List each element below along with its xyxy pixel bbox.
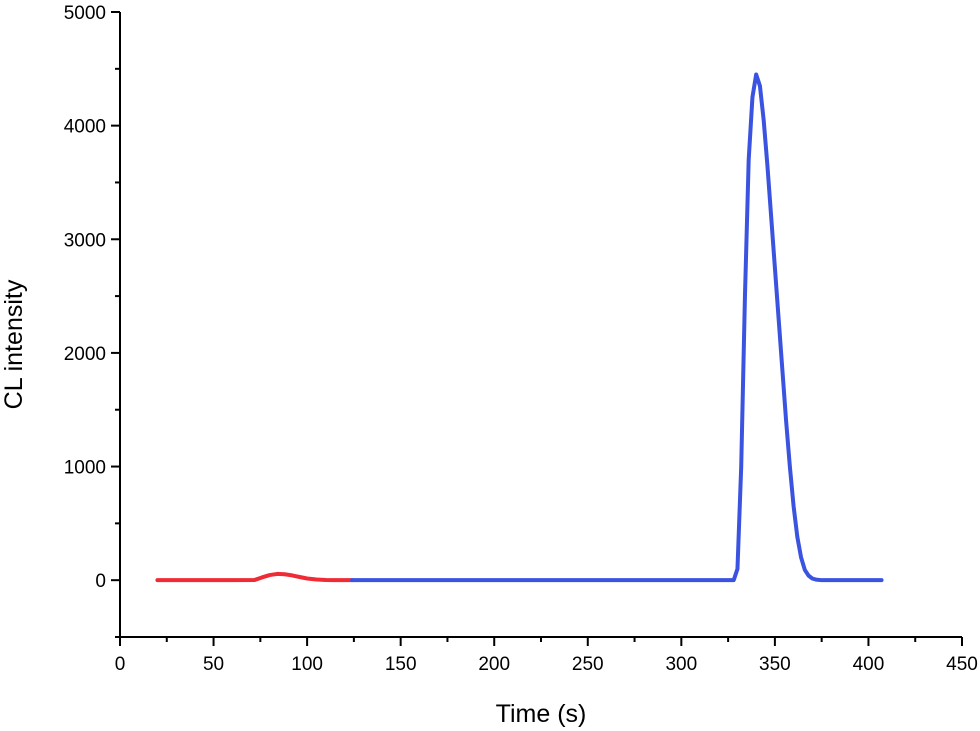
x-axis-ticks: 0 50 100 150 200 250 300 350 400 450 — [115, 637, 978, 675]
y-axis-label: CL intensity — [0, 279, 28, 409]
x-tick-label: 250 — [572, 654, 604, 675]
y-tick-label: 0 — [95, 571, 106, 592]
x-tick-label: 150 — [385, 654, 417, 675]
x-tick-label: 200 — [478, 654, 510, 675]
y-tick-label: 2000 — [64, 344, 106, 365]
series-line-2 — [350, 72, 884, 583]
y-axis-ticks: 0 1000 2000 3000 4000 5000 — [64, 3, 120, 638]
series-line-1 — [155, 571, 355, 583]
series-layer — [155, 72, 884, 583]
x-axis-label: Time (s) — [496, 700, 587, 728]
y-tick-label: 1000 — [64, 458, 106, 479]
x-tick-label: 0 — [115, 654, 126, 675]
x-tick-label: 400 — [853, 654, 885, 675]
y-tick-label: 3000 — [64, 230, 106, 251]
axes — [119, 12, 962, 638]
x-tick-label: 100 — [291, 654, 323, 675]
x-tick-label: 350 — [759, 654, 791, 675]
x-tick-label: 450 — [946, 654, 978, 675]
y-tick-label: 4000 — [64, 117, 106, 138]
x-tick-label: 50 — [203, 654, 224, 675]
x-tick-label: 300 — [665, 654, 697, 675]
y-tick-label: 5000 — [64, 3, 106, 24]
